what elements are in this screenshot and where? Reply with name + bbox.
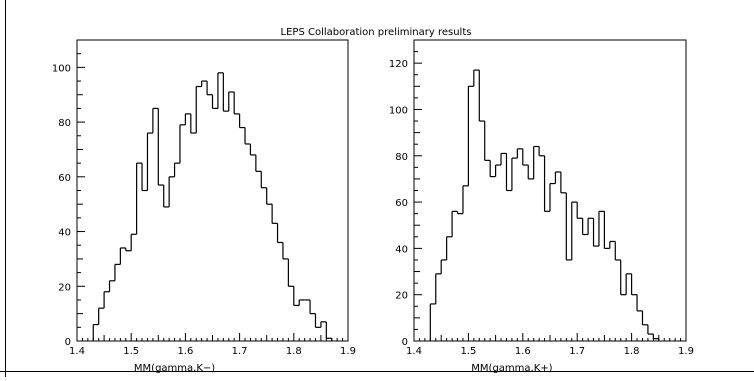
histogram-panel-k-minus: 1.4 1.5 1.6 1.7 1.8 1.9 0 20 40 60 80 100 MM(gamma,K… xyxy=(52,39,356,374)
x-axis-label: MM(gamma,K+) xyxy=(471,363,552,374)
y-tick-label: 100 xyxy=(389,105,408,116)
x-tick-label: 1.5 xyxy=(123,346,139,357)
x-tick-label: 1.8 xyxy=(286,346,302,357)
x-tick-label: 1.5 xyxy=(460,346,476,357)
figure-title: LEPS Collaboration preliminary results xyxy=(281,27,472,38)
x-tick-label: 1.6 xyxy=(515,346,531,357)
y-tick-label: 60 xyxy=(58,173,71,184)
x-tick-label: 1.7 xyxy=(569,346,585,357)
x-tick-label: 1.7 xyxy=(232,346,248,357)
y-tick-label: 20 xyxy=(58,282,71,293)
x-axis-label: MM(gamma,K−) xyxy=(134,363,215,374)
y-tick-label: 40 xyxy=(395,244,408,255)
histogram-panel-k-plus: 1.4 1.5 1.6 1.7 1.8 1.9 0 20 40 60 80 100 120 MM(gamm… xyxy=(389,39,694,374)
y-tick-label: 20 xyxy=(395,291,408,302)
y-tick-label: 40 xyxy=(58,228,71,239)
x-tick-label: 1.9 xyxy=(340,346,356,357)
y-tick-label: 0 xyxy=(65,337,71,348)
y-tick-label: 80 xyxy=(58,118,71,129)
x-tick-label: 1.8 xyxy=(624,346,640,357)
y-tick-label: 120 xyxy=(389,59,408,70)
y-tick-label: 80 xyxy=(395,152,408,163)
x-tick-label: 1.6 xyxy=(177,346,193,357)
y-tick-label: 0 xyxy=(402,337,408,348)
y-tick-label: 60 xyxy=(395,198,408,209)
x-tick-label: 1.9 xyxy=(678,346,694,357)
x-tick-label: 1.4 xyxy=(69,346,85,357)
x-tick-label: 1.4 xyxy=(406,346,422,357)
plot-frame xyxy=(76,39,349,342)
y-tick-label: 100 xyxy=(52,63,71,74)
